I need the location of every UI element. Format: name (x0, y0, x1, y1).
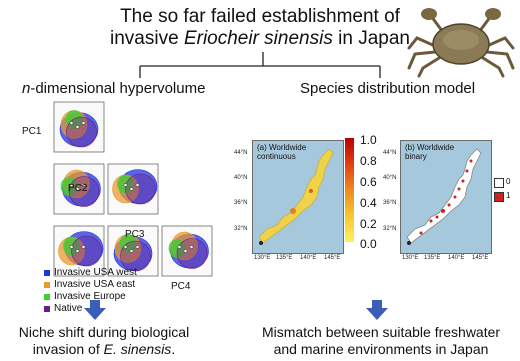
map-binary: (b) Worldwide binary (400, 140, 492, 254)
centroid-marker (75, 125, 80, 129)
lat-tick-a: 44°N (234, 150, 248, 156)
hypervolume-blob (71, 235, 102, 267)
lat-tick-b: 44°N (383, 150, 397, 156)
map-b-label-2: binary (405, 152, 427, 161)
colorbar-tick: 1.0 (360, 133, 377, 147)
binary-label-0: 0 (506, 177, 511, 186)
map-a-label-2: continuous (257, 152, 296, 161)
lon-tick-a: 130°E (254, 255, 271, 261)
legend-item-europe: Invasive Europe (44, 291, 137, 303)
lon-tick-a: 135°E (276, 255, 293, 261)
down-arrow-icon (366, 300, 388, 320)
lon-tick-b: 130°E (402, 255, 419, 261)
lat-tick-a: 36°N (234, 200, 248, 206)
colorbar-tick: 0.8 (360, 154, 377, 168)
pc4-label: PC4 (171, 281, 191, 292)
hypervolume-pairplot (53, 101, 213, 277)
pc2-label: PC2 (68, 183, 88, 194)
conclusion-right-line1: Mismatch between suitable freshwater (261, 324, 501, 340)
legend-swatch (44, 270, 50, 276)
centroid-marker (81, 121, 86, 125)
centroid-marker (129, 187, 134, 191)
conclusion-left-line1: Niche shift during biological (18, 324, 190, 340)
centroid-marker (69, 121, 74, 125)
centroid-marker (81, 183, 86, 187)
centroid-marker (123, 183, 128, 187)
centroid-marker (177, 245, 182, 249)
japan-continuous-shape (258, 148, 334, 245)
colorbar-tick: 0.2 (360, 217, 377, 231)
lon-tick-b: 140°E (448, 255, 465, 261)
hypervolume-blob (168, 239, 186, 258)
pc3-label: PC3 (125, 229, 145, 240)
conclusion-left-line2: invasion of E. sinensis. (32, 341, 176, 357)
japan-binary-shape (406, 148, 482, 245)
map-a-label-1: (a) Worldwide (257, 143, 307, 152)
centroid-marker (135, 245, 140, 249)
hypervolume-blob (125, 173, 156, 205)
legend-item-native: Native (44, 303, 137, 315)
hypervolume-blob (120, 240, 151, 272)
main-title: The so far failed establishment of invas… (60, 6, 460, 50)
centroid-marker (69, 183, 74, 187)
centroid-marker (75, 187, 80, 191)
lat-tick-a: 32°N (234, 226, 248, 232)
centroid-marker (69, 245, 74, 249)
map-continuous: (a) Worldwide continuous (252, 140, 344, 254)
colorbar-tick: 0.4 (360, 196, 377, 210)
lat-tick-a: 40°N (234, 175, 248, 181)
centroid-marker (135, 183, 140, 187)
lon-tick-b: 135°E (424, 255, 441, 261)
down-arrow-icon (84, 300, 106, 320)
hypervolume-blob (66, 116, 97, 148)
colorbar (345, 138, 354, 242)
tree-connector (139, 52, 381, 78)
map-b-label-1: (b) Worldwide (405, 143, 455, 152)
conclusion-left: Niche shift during biological invasion o… (6, 324, 202, 358)
hypervolume-blob (176, 238, 208, 269)
lat-tick-b: 40°N (383, 175, 397, 181)
lon-tick-a: 140°E (300, 255, 317, 261)
legend-item-usa-east: Invasive USA east (44, 279, 137, 291)
centroid-marker (81, 245, 86, 249)
title-line-1: The so far failed establishment of (120, 6, 400, 27)
colorbar-tick: 0.6 (360, 175, 377, 189)
hypervolume-title: n-dimensional hypervolume (22, 80, 206, 97)
lon-tick-b: 145°E (472, 255, 489, 261)
legend-swatch (44, 294, 50, 300)
legend-item-usa-west: Invasive USA west (44, 267, 137, 279)
centroid-marker (75, 249, 80, 253)
conclusion-right-line2: and marine environments in Japan (273, 341, 489, 357)
conclusion-right: Mismatch between suitable freshwater and… (246, 324, 516, 358)
centroid-marker (183, 249, 188, 253)
binary-swatch-0 (494, 178, 504, 188)
binary-swatch-1 (494, 192, 504, 202)
hypervolume-blob (60, 177, 78, 196)
centroid-marker (123, 245, 128, 249)
colorbar-tick: 0.0 (360, 237, 377, 251)
binary-label-1: 1 (506, 191, 511, 200)
lon-tick-a: 145°E (324, 255, 341, 261)
centroid-marker (189, 245, 194, 249)
title-line-2: invasive Eriocheir sinensis in Japan (110, 28, 410, 49)
pc1-label: PC1 (22, 126, 42, 137)
sdm-title: Species distribution model (300, 80, 476, 97)
centroid-marker (129, 249, 134, 253)
lat-tick-b: 32°N (383, 226, 397, 232)
legend-swatch (44, 306, 50, 312)
hypervolume-legend: Invasive USA west Invasive USA east Inva… (44, 267, 137, 315)
lat-tick-b: 36°N (383, 200, 397, 206)
legend-swatch (44, 282, 50, 288)
crab-illustration (407, 8, 515, 78)
hypervolume-blob (68, 176, 100, 207)
species-name: Eriocheir sinensis (183, 28, 333, 49)
